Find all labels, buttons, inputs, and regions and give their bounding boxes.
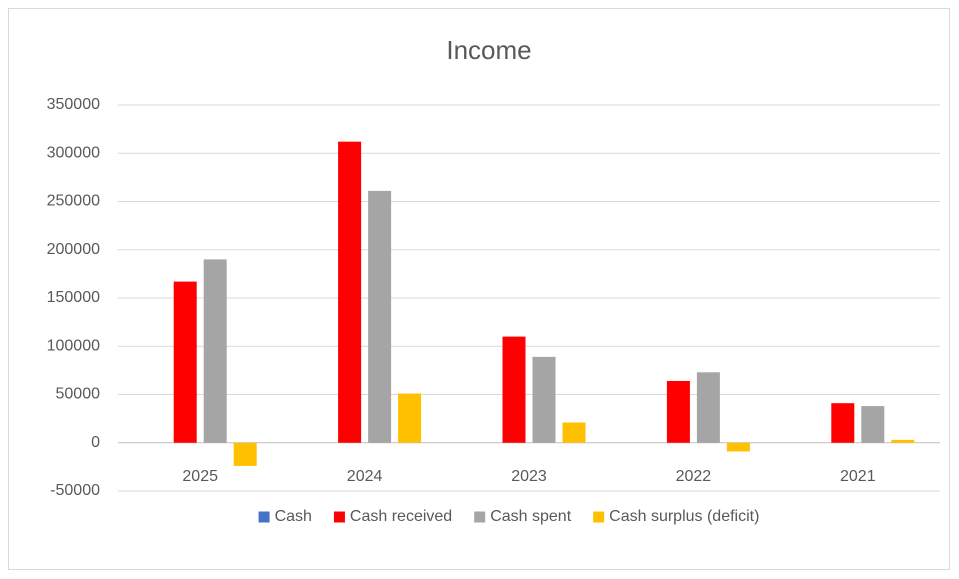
x-tick-label: 2022 [676, 468, 712, 485]
bar [398, 393, 422, 443]
y-tick-label: 200000 [47, 241, 100, 258]
x-tick-label: 2021 [840, 468, 876, 485]
x-tick-label: 2025 [182, 468, 218, 485]
legend-label: Cash [275, 508, 312, 525]
bar [502, 336, 526, 443]
y-tick-label: 150000 [47, 289, 100, 306]
legend-label: Cash surplus (deficit) [609, 508, 759, 525]
x-tick-label: 2024 [347, 468, 383, 485]
legend-label: Cash spent [490, 508, 571, 525]
legend-swatch [333, 511, 345, 523]
x-tick-label: 2023 [511, 468, 547, 485]
legend-swatch [593, 511, 605, 523]
bar [562, 422, 586, 443]
y-tick-label: 50000 [56, 386, 101, 403]
y-tick-label: 300000 [47, 144, 100, 161]
bar [233, 442, 257, 466]
bar [726, 442, 750, 452]
legend-swatch [474, 511, 486, 523]
bar [173, 281, 197, 443]
bar [891, 439, 915, 443]
y-tick-label: 0 [91, 434, 100, 451]
bar [831, 403, 855, 443]
bar [532, 356, 556, 443]
bar [368, 190, 392, 443]
bar [861, 406, 885, 443]
legend-swatch [258, 511, 270, 523]
y-tick-label: -50000 [50, 482, 100, 499]
legend-label: Cash received [350, 508, 452, 525]
bar [666, 380, 690, 443]
y-tick-label: 100000 [47, 337, 100, 354]
chart-title: Income [446, 35, 531, 65]
y-tick-label: 250000 [47, 193, 100, 210]
bar [338, 141, 362, 443]
bar [203, 259, 227, 443]
y-tick-label: 350000 [47, 96, 100, 113]
chart-border [8, 8, 950, 570]
bar [696, 372, 720, 443]
